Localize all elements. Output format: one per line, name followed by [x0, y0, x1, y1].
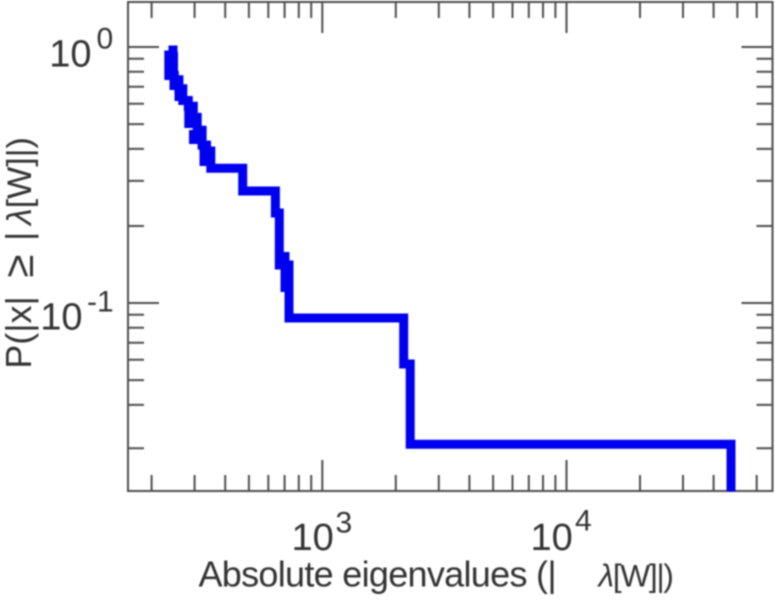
- svg-text:P(|x|: P(|x|: [0, 296, 39, 369]
- svg-text:≥: ≥: [0, 255, 42, 278]
- svg-text:-1: -1: [87, 286, 114, 319]
- svg-text:10: 10: [531, 517, 573, 559]
- svg-text:0: 0: [97, 23, 114, 56]
- svg-text:3: 3: [336, 506, 353, 539]
- svg-text:10: 10: [49, 34, 91, 76]
- svg-text:λ[W]|): λ[W]|): [1, 137, 39, 227]
- svg-text:10: 10: [40, 297, 82, 339]
- svg-text:λ[W]|): λ[W]|): [597, 557, 673, 593]
- svg-text:|: |: [0, 232, 39, 241]
- svg-text:4: 4: [575, 505, 592, 538]
- svg-text:10: 10: [292, 517, 334, 559]
- svg-text:Absolute eigenvalues (|: Absolute eigenvalues (|: [199, 553, 557, 594]
